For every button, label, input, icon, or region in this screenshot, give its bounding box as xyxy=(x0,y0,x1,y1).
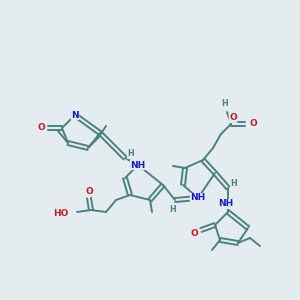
Text: H: H xyxy=(128,149,134,158)
Text: HO: HO xyxy=(54,209,69,218)
Text: H: H xyxy=(222,100,228,109)
Text: NH: NH xyxy=(130,160,146,169)
Text: H: H xyxy=(169,206,176,214)
Text: O: O xyxy=(190,229,198,238)
Text: NH: NH xyxy=(190,194,206,202)
Text: O: O xyxy=(37,124,45,133)
Text: N: N xyxy=(71,110,79,119)
Text: O: O xyxy=(249,119,257,128)
Text: NH: NH xyxy=(218,200,234,208)
Text: O: O xyxy=(229,113,237,122)
Text: H: H xyxy=(231,179,237,188)
Text: O: O xyxy=(85,187,93,196)
